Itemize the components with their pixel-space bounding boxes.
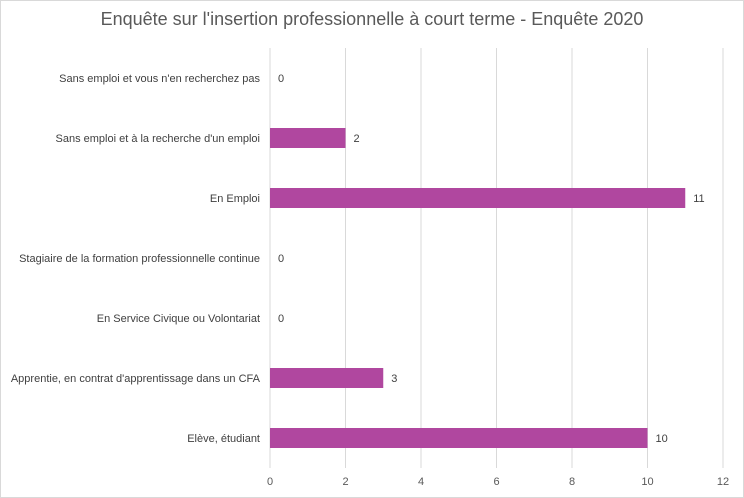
category-label: Sans emploi et vous n'en recherchez pas <box>59 73 260 85</box>
category-label: En Emploi <box>210 193 260 205</box>
category-label: En Service Civique ou Volontariat <box>97 313 260 325</box>
chart-title: Enquête sur l'insertion professionnelle … <box>100 9 644 29</box>
bar <box>270 128 346 148</box>
x-tick-label: 6 <box>493 476 499 488</box>
x-tick-label: 10 <box>641 476 653 488</box>
x-tick-label: 0 <box>267 476 273 488</box>
data-label: 2 <box>354 133 360 145</box>
bar <box>270 428 648 448</box>
category-label: Sans emploi et à la recherche d'un emplo… <box>56 133 261 145</box>
data-label: 0 <box>278 253 284 265</box>
data-label: 11 <box>693 193 704 205</box>
data-label: 0 <box>278 313 284 325</box>
bar <box>270 188 686 208</box>
data-label: 0 <box>278 73 284 85</box>
x-tick-label: 2 <box>342 476 348 488</box>
category-label: Apprentie, en contrat d'apprentissage da… <box>11 373 261 385</box>
data-label: 10 <box>656 433 668 445</box>
x-tick-label: 8 <box>569 476 575 488</box>
bar <box>270 368 384 388</box>
data-label: 3 <box>391 373 397 385</box>
x-tick-label: 4 <box>418 476 424 488</box>
category-label: Stagiaire de la formation professionnell… <box>19 253 260 265</box>
x-tick-label: 12 <box>717 476 729 488</box>
category-label: Elève, étudiant <box>187 433 260 445</box>
